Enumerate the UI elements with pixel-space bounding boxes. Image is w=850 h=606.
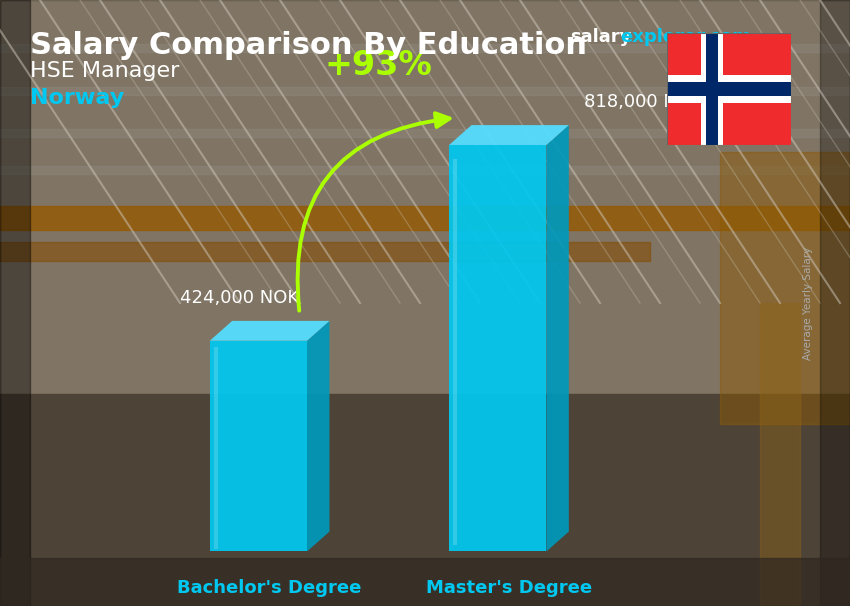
Bar	[701, 33, 723, 145]
Bar	[667, 82, 790, 96]
Text: Master's Degree: Master's Degree	[426, 579, 592, 597]
Bar	[706, 33, 717, 145]
Text: HSE Manager: HSE Manager	[30, 61, 179, 81]
Text: Average Yearly Salary: Average Yearly Salary	[803, 247, 813, 359]
Polygon shape	[210, 321, 330, 341]
Bar	[667, 75, 790, 104]
Text: Norway: Norway	[30, 88, 124, 108]
Text: 818,000 NOK: 818,000 NOK	[584, 93, 703, 111]
Text: explorer.com: explorer.com	[620, 28, 751, 46]
Text: Bachelor's Degree: Bachelor's Degree	[178, 579, 362, 597]
Polygon shape	[449, 125, 569, 145]
Polygon shape	[307, 321, 330, 551]
Bar	[210, 341, 307, 551]
Bar	[449, 145, 547, 551]
Text: 424,000 NOK: 424,000 NOK	[180, 289, 299, 307]
Polygon shape	[547, 125, 569, 551]
Text: Salary Comparison By Education: Salary Comparison By Education	[30, 31, 587, 60]
Text: salary: salary	[570, 28, 632, 46]
Text: +93%: +93%	[324, 49, 432, 82]
